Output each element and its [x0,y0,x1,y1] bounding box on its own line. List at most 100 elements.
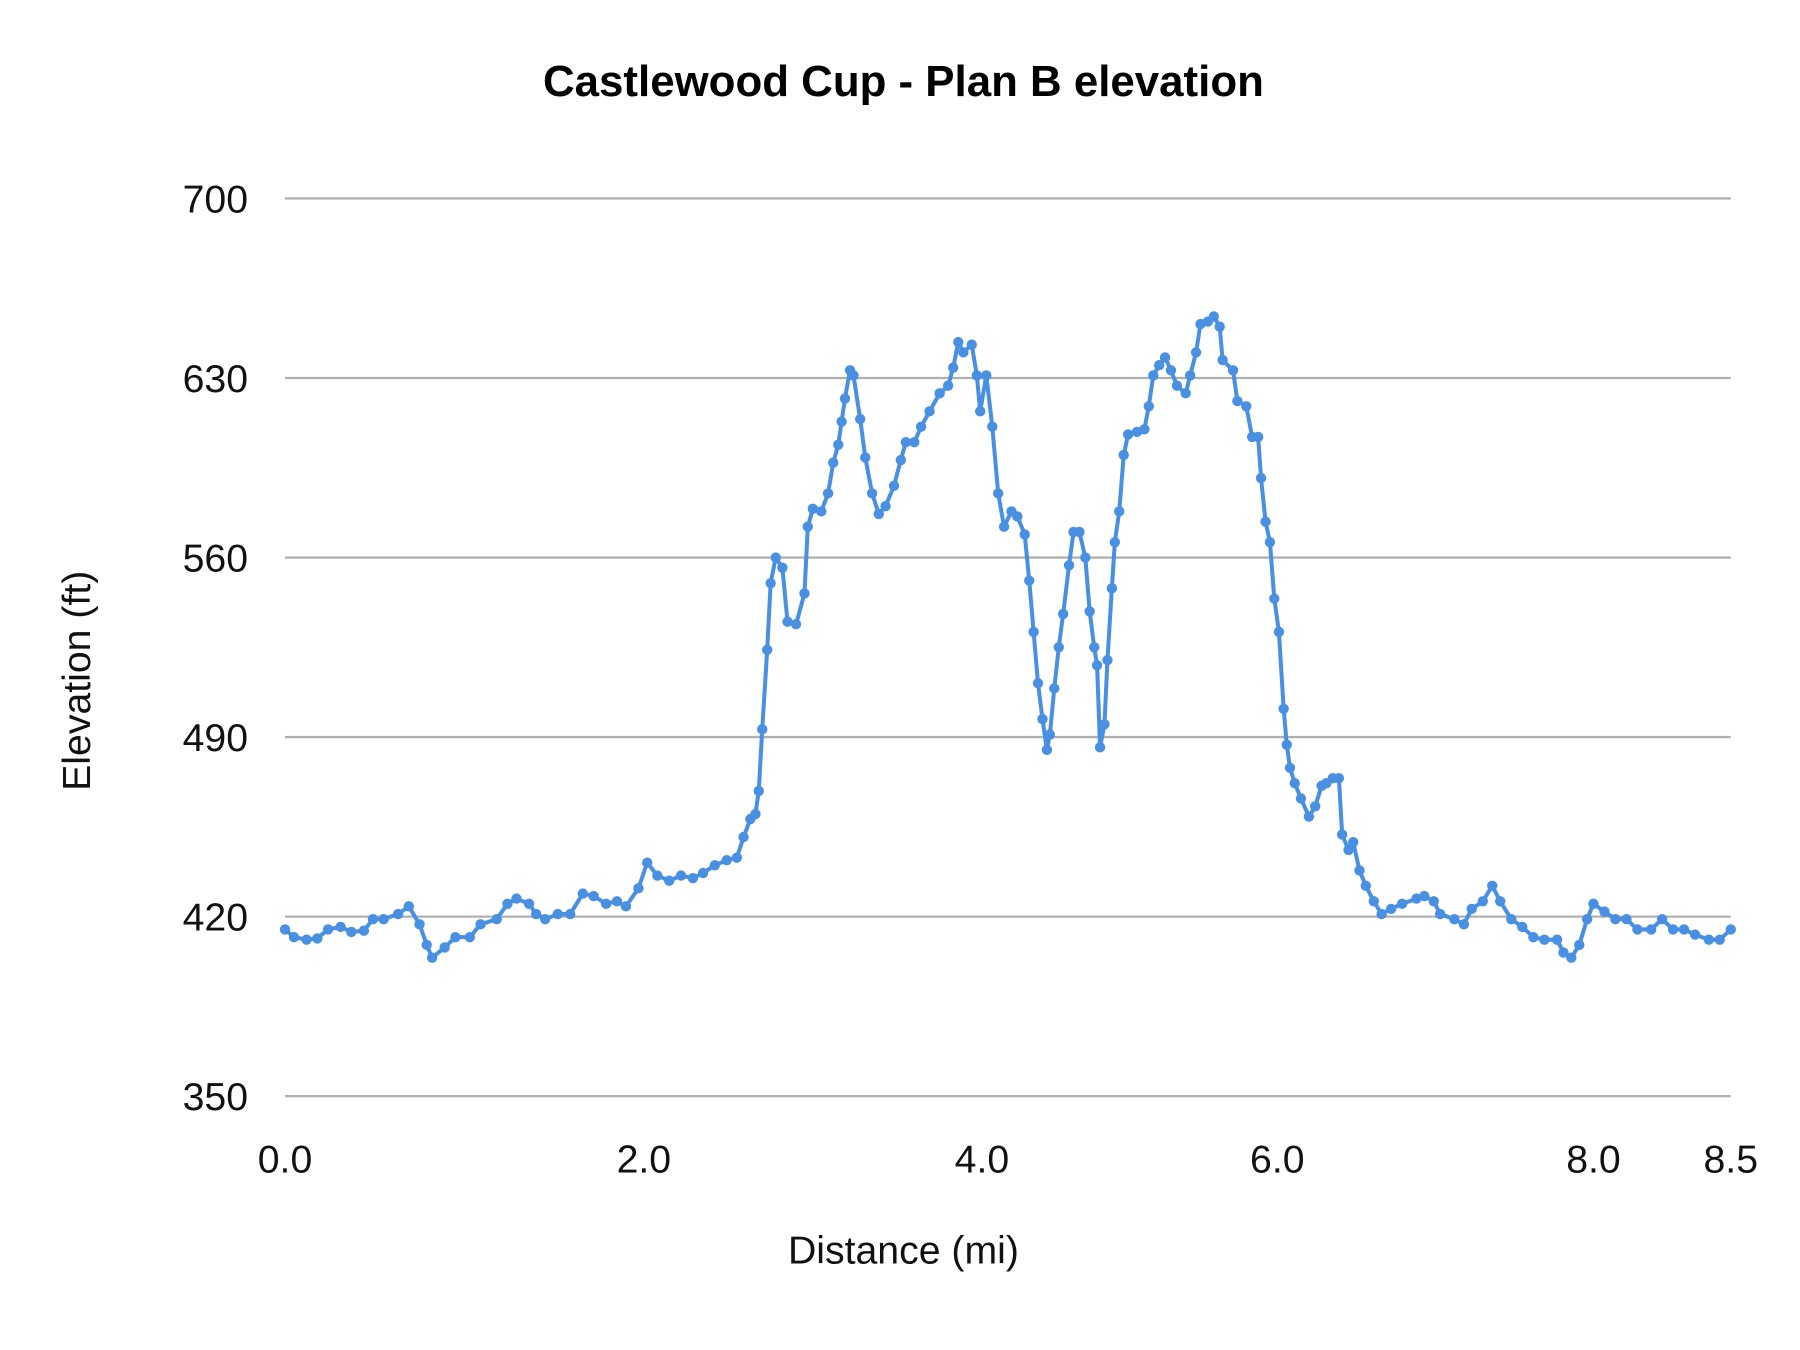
data-point [1667,924,1679,935]
data-point [1153,360,1165,371]
data-point [993,488,1004,499]
data-point [753,785,764,797]
data-point [1487,880,1498,891]
data-point [1180,388,1191,399]
data-point [540,913,551,925]
data-point [1041,744,1053,756]
data-point [1551,934,1563,945]
data-point [1428,896,1439,907]
data-point [1089,642,1100,653]
data-point [1354,865,1365,876]
data-point [335,921,346,933]
data-point [782,616,793,627]
data-point [839,393,851,404]
data-point [998,521,1010,532]
data-point [502,898,513,909]
data-point [1610,913,1621,925]
data-point [833,439,844,450]
data-point [652,870,663,881]
data-point [966,339,977,350]
data-point [1264,537,1276,548]
data-point [709,860,720,871]
data-point [765,577,776,589]
data-point [1517,921,1528,933]
data-point [1074,526,1085,538]
y-axis-label: Elevation (ft) [55,571,99,791]
data-point [1558,947,1569,958]
data-point [1539,934,1550,945]
data-point [1368,896,1379,907]
data-point [664,875,675,886]
data-point [1227,365,1239,376]
data-point [642,857,653,868]
data-point [675,870,687,881]
data-point [948,362,959,373]
data-point [565,908,576,920]
data-point [1703,934,1715,945]
data-point [888,480,900,491]
data-point [1385,903,1397,915]
data-point [915,421,927,432]
data-point [358,925,370,936]
data-point [1091,660,1103,671]
gridlines [285,197,1731,1098]
x-tick-label: 6.0 [1250,1137,1305,1181]
data-point [848,370,859,381]
data-point [491,913,502,925]
data-point [1281,739,1292,750]
data-point [1336,829,1348,840]
data-point [1099,719,1110,730]
data-point [975,406,986,417]
data-point [1028,626,1039,638]
x-tick-label: 8.0 [1566,1137,1621,1181]
data-point [1024,575,1035,586]
data-point [981,370,992,381]
data-point [1273,626,1285,638]
y-axis-ticks: 350 420 490 560 630 700 [183,177,248,1119]
data-point [1252,431,1264,443]
data-point [777,562,788,573]
data-point [971,370,983,381]
data-point [1063,560,1075,571]
data-point [900,436,912,448]
data-point [312,933,323,944]
data-point [762,644,773,656]
data-point [828,457,839,468]
data-point [392,908,404,920]
data-point [1260,516,1271,527]
data-point [1094,742,1106,753]
data-point [1269,593,1280,604]
y-tick-label: 490 [183,716,248,760]
data-point [1458,919,1470,930]
data-point [1208,311,1220,322]
data-point [1295,793,1307,804]
data-point [855,413,866,425]
data-point [1645,924,1657,935]
data-point [552,908,563,920]
x-tick-label: 0.0 [258,1137,313,1181]
data-point [475,919,486,930]
data-point [895,454,906,466]
data-point [1148,370,1159,381]
x-axis-label: Distance (mi) [788,1228,1019,1272]
data-point [1190,347,1202,358]
data-point [953,336,964,348]
y-tick-label: 420 [183,895,248,939]
data-point [757,724,768,735]
data-point [1284,762,1296,774]
data-point [322,924,334,935]
data-point [1376,908,1387,920]
data-point [987,421,998,432]
data-point [1049,683,1060,694]
y-tick-label: 560 [183,536,248,580]
data-point [1084,606,1095,617]
data-point [1037,713,1048,725]
data-point [600,898,612,909]
data-point [1621,913,1632,925]
data-point [1449,913,1460,925]
data-point [1109,537,1121,548]
data-point [880,501,891,512]
data-point [439,942,450,953]
data-point [958,347,969,358]
